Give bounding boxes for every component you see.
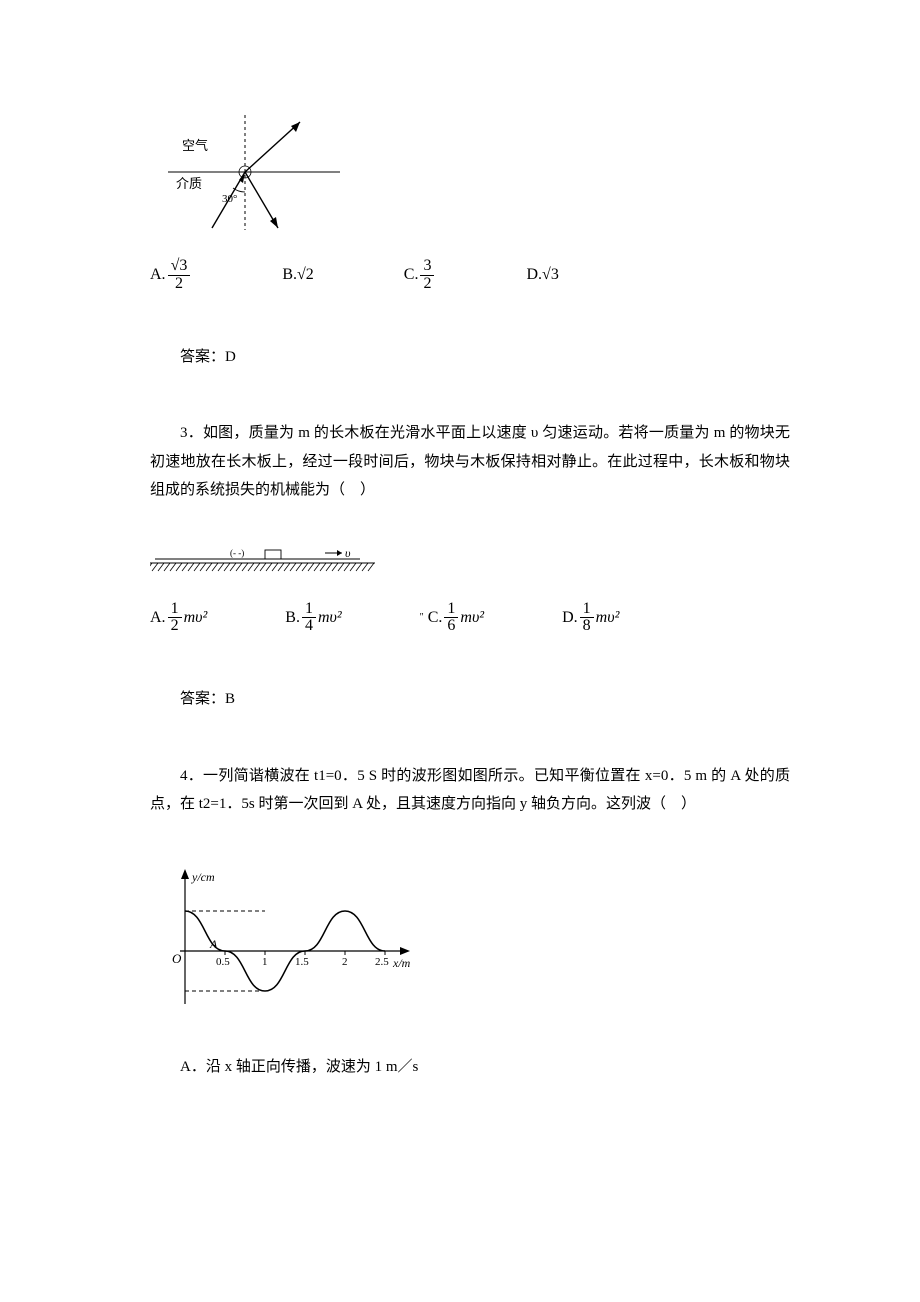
xtick-0: 0.5 [216,956,230,968]
frac-den: 8 [580,618,594,635]
opt-suffix: mυ² [318,603,342,633]
frac-num: 3 [420,258,434,276]
q2-option-d: D. √3 [526,260,558,290]
q2-refraction-diagram: 空气 介质 30° [150,110,790,240]
q3-plank-diagram: (- -) υ [150,545,790,583]
frac-num: 1 [580,601,594,619]
q3-option-c: " C. 16 mυ² [420,601,484,636]
xtick-4: 2.5 [375,956,389,968]
frac-den: 6 [444,618,458,635]
v-label: υ [345,546,351,560]
q4-text: 4．一列简谐横波在 t1=0．5 S 时的波形图如图所示。已知平衡位置在 x=0… [150,762,790,819]
q3-option-d: D. 18 mυ² [562,601,619,636]
q3-option-b: B. 14 mυ² [285,601,341,636]
opt-value: √2 [297,260,314,290]
q2-options-row: A. √32 B. √2 C. 32 D. √3 [150,258,790,293]
frac-den: 4 [302,618,316,635]
opt-value: √3 [542,260,559,290]
opt-suffix: mυ² [460,603,484,633]
q3-option-a: A. 12 mυ² [150,601,207,636]
frac-den: 2 [168,618,182,635]
medium-label: 介质 [176,176,202,191]
frac-num: 1 [444,601,458,619]
air-label: 空气 [182,138,208,153]
opt-label: A. [150,260,166,290]
frac-num: √3 [168,258,191,276]
q2-option-b: B. √2 [282,260,313,290]
opt-label: C. [404,260,419,290]
opt-label: B. [282,260,297,290]
frac-num: 1 [302,601,316,619]
point-a-label: A [209,937,218,951]
frac-den: 2 [168,276,191,293]
q2-option-a: A. √32 [150,258,192,293]
frac-den: 2 [420,276,434,293]
q3-text: 3．如图，质量为 m 的长木板在光滑水平面上以速度 υ 匀速运动。若将一质量为 … [150,419,790,505]
opt-label: A. [150,603,166,633]
q4-option-a: A．沿 x 轴正向传播，波速为 1 m／s [150,1053,790,1082]
q4-wave-chart: O A 0.5 1 1.5 2 2.5 y/cm x/m [150,859,790,1019]
angle-label: 30° [222,193,237,205]
xtick-1: 1 [262,956,268,968]
svg-text:(- -): (- -) [230,548,244,558]
y-axis-label: y/cm [191,870,215,884]
q3-options-row: A. 12 mυ² B. 14 mυ² " C. 16 mυ² D. 18 mυ… [150,601,790,636]
xtick-3: 2 [342,956,348,968]
opt-label: D. [562,603,578,633]
opt-suffix: mυ² [184,603,208,633]
opt-label: B. [285,603,300,633]
xtick-2: 1.5 [295,956,309,968]
opt-label: D. [526,260,542,290]
q3-answer: 答案：B [150,685,790,714]
q2-answer: 答案：D [150,343,790,372]
q2-option-c: C. 32 [404,258,437,293]
opt-label: C. [428,603,443,633]
opt-suffix: mυ² [596,603,620,633]
x-axis-label: x/m [392,956,411,970]
origin-label: O [172,951,182,966]
frac-num: 1 [168,601,182,619]
